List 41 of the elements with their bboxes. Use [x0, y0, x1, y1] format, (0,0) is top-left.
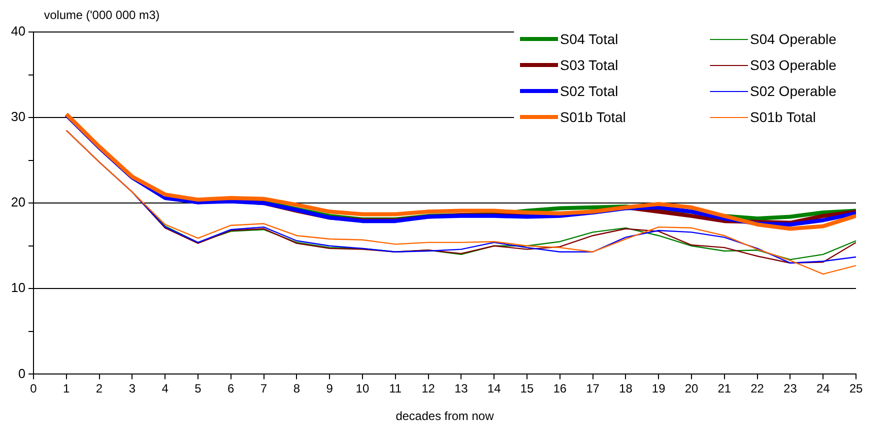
x-tick-label: 7 [260, 382, 268, 396]
legend-label: S02 Total [560, 83, 618, 99]
x-tick-label: 12 [422, 382, 436, 396]
x-tick-label: 1 [63, 382, 70, 396]
x-tick-label: 5 [194, 382, 202, 396]
x-tick-label: 15 [520, 382, 534, 396]
x-tick-label: 25 [849, 382, 863, 396]
legend-label: S04 Total [560, 31, 618, 47]
x-tick-label: 9 [326, 382, 334, 396]
x-tick-label: 22 [750, 382, 764, 396]
legend-label: S03 Operable [750, 57, 836, 73]
x-tick-label: 4 [162, 382, 169, 396]
x-tick-label: 16 [553, 382, 567, 396]
legend-label: S02 Operable [750, 83, 836, 99]
y-tick-label: 30 [10, 109, 26, 124]
y-axis-title: volume ('000 000 m3) [44, 8, 160, 22]
y-tick-label: 10 [10, 280, 26, 296]
legend-label: S03 Total [560, 57, 618, 73]
x-tick-label: 10 [356, 382, 370, 396]
x-tick-label: 21 [718, 382, 732, 396]
x-tick-label: 13 [454, 382, 468, 396]
x-tick-label: 6 [228, 382, 235, 396]
x-tick-label: 24 [816, 382, 830, 396]
x-tick-label: 14 [487, 382, 502, 396]
y-tick-label: 0 [18, 366, 26, 381]
x-tick-label: 20 [684, 382, 698, 396]
x-tick-label: 18 [619, 382, 633, 396]
x-tick-label: 17 [586, 382, 600, 396]
legend-label: S01b Total [750, 109, 816, 125]
x-tick-label: 8 [293, 382, 300, 396]
x-tick-label: 19 [652, 382, 666, 396]
x-axis-title: decades from now [396, 409, 494, 424]
x-tick-label: 11 [389, 382, 402, 396]
y-tick-label: 40 [10, 24, 26, 39]
x-tick-label: 3 [128, 382, 136, 396]
legend-label: S04 Operable [750, 31, 836, 47]
x-tick-label: 23 [784, 382, 798, 396]
legend-label: S01b Total [560, 109, 626, 125]
x-tick-label: 2 [96, 382, 103, 396]
x-tick-label: 0 [30, 382, 38, 396]
y-tick-label: 20 [10, 194, 26, 210]
